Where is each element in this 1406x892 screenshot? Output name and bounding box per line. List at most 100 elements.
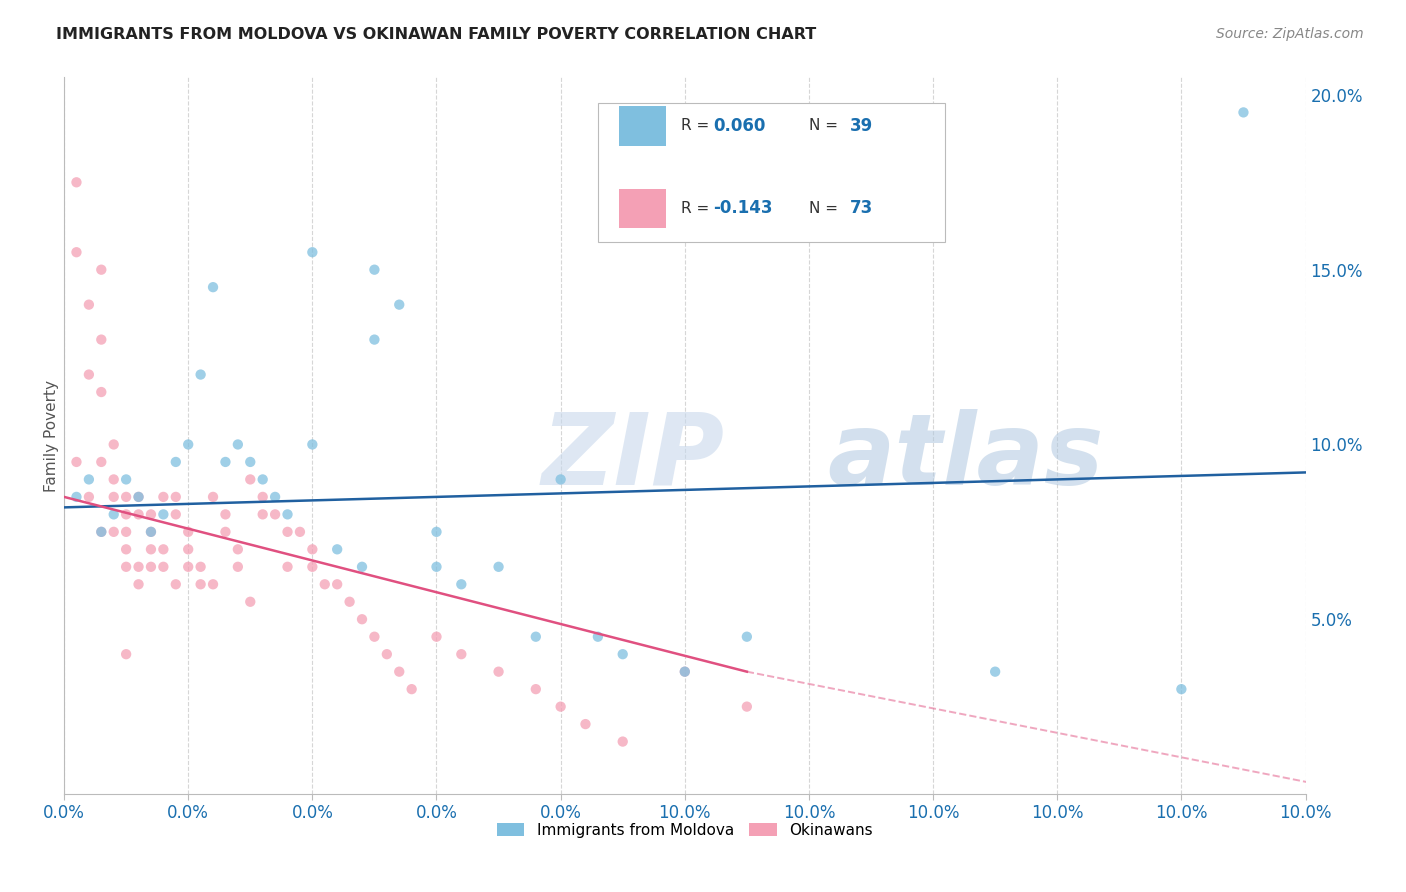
- Point: [488, 559, 510, 574]
- Point: [214, 524, 236, 539]
- Point: [673, 665, 696, 679]
- Point: [139, 524, 162, 539]
- Point: [128, 577, 150, 591]
- Point: [239, 472, 262, 486]
- Point: [339, 595, 361, 609]
- Point: [152, 490, 174, 504]
- Point: [550, 472, 572, 486]
- Point: [252, 508, 274, 522]
- Point: [276, 508, 298, 522]
- Point: [276, 524, 298, 539]
- Point: [128, 490, 150, 504]
- Point: [90, 524, 112, 539]
- Point: [103, 437, 125, 451]
- Point: [612, 647, 634, 661]
- Point: [226, 542, 249, 557]
- Point: [276, 559, 298, 574]
- Point: [301, 245, 323, 260]
- Point: [190, 577, 212, 591]
- Point: [984, 665, 1007, 679]
- Point: [202, 577, 225, 591]
- Point: [252, 490, 274, 504]
- Point: [363, 630, 385, 644]
- Point: [388, 665, 411, 679]
- Point: [165, 455, 187, 469]
- Point: [77, 472, 100, 486]
- Point: [314, 577, 336, 591]
- Point: [190, 368, 212, 382]
- Point: [301, 559, 323, 574]
- Point: [264, 490, 287, 504]
- Point: [139, 559, 162, 574]
- Point: [77, 368, 100, 382]
- Point: [239, 455, 262, 469]
- Point: [90, 455, 112, 469]
- Point: [450, 577, 472, 591]
- FancyBboxPatch shape: [619, 188, 666, 228]
- Point: [214, 508, 236, 522]
- Text: R =: R =: [681, 119, 714, 133]
- Point: [165, 490, 187, 504]
- Point: [115, 647, 138, 661]
- FancyBboxPatch shape: [619, 106, 666, 145]
- Point: [574, 717, 596, 731]
- Point: [139, 542, 162, 557]
- Point: [115, 472, 138, 486]
- Point: [586, 630, 609, 644]
- Point: [177, 542, 200, 557]
- Text: atlas: atlas: [828, 409, 1104, 506]
- Point: [388, 298, 411, 312]
- Point: [152, 508, 174, 522]
- Point: [425, 559, 447, 574]
- Point: [165, 577, 187, 591]
- Text: IMMIGRANTS FROM MOLDOVA VS OKINAWAN FAMILY POVERTY CORRELATION CHART: IMMIGRANTS FROM MOLDOVA VS OKINAWAN FAMI…: [56, 27, 817, 42]
- Point: [673, 665, 696, 679]
- Legend: Immigrants from Moldova, Okinawans: Immigrants from Moldova, Okinawans: [491, 816, 879, 844]
- Point: [488, 665, 510, 679]
- Point: [103, 472, 125, 486]
- Point: [128, 559, 150, 574]
- Point: [90, 384, 112, 399]
- Text: 39: 39: [849, 117, 873, 135]
- Point: [252, 472, 274, 486]
- Point: [363, 262, 385, 277]
- Point: [214, 455, 236, 469]
- Point: [103, 490, 125, 504]
- Point: [288, 524, 311, 539]
- Point: [550, 699, 572, 714]
- Point: [139, 524, 162, 539]
- Text: N =: N =: [808, 119, 842, 133]
- Point: [350, 612, 373, 626]
- Point: [90, 333, 112, 347]
- Point: [1170, 682, 1192, 697]
- Point: [326, 577, 349, 591]
- Point: [202, 280, 225, 294]
- Point: [115, 490, 138, 504]
- Point: [350, 559, 373, 574]
- Point: [103, 508, 125, 522]
- Point: [90, 524, 112, 539]
- Point: [152, 542, 174, 557]
- Point: [524, 630, 547, 644]
- Point: [65, 455, 87, 469]
- Text: R =: R =: [681, 201, 714, 216]
- Point: [115, 542, 138, 557]
- Text: 73: 73: [849, 199, 873, 218]
- Point: [264, 508, 287, 522]
- Text: -0.143: -0.143: [713, 199, 773, 218]
- Y-axis label: Family Poverty: Family Poverty: [44, 380, 59, 491]
- Point: [301, 437, 323, 451]
- Point: [103, 524, 125, 539]
- Point: [797, 158, 820, 172]
- Point: [239, 595, 262, 609]
- Point: [425, 630, 447, 644]
- Text: Source: ZipAtlas.com: Source: ZipAtlas.com: [1216, 27, 1364, 41]
- Point: [165, 508, 187, 522]
- Point: [177, 559, 200, 574]
- Point: [77, 298, 100, 312]
- Point: [128, 490, 150, 504]
- Point: [735, 699, 758, 714]
- Point: [65, 175, 87, 189]
- Point: [450, 647, 472, 661]
- Point: [77, 490, 100, 504]
